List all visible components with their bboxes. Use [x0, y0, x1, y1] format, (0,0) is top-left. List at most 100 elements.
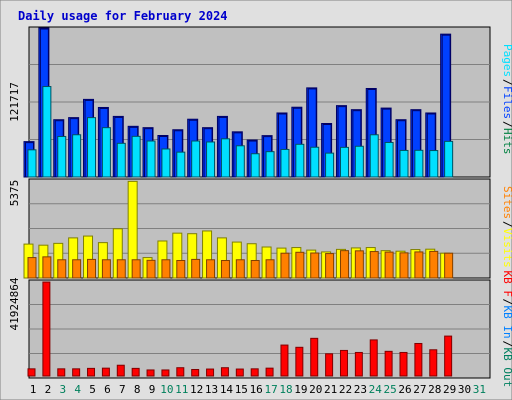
sites-bar: [42, 256, 52, 279]
top-panel-max-label: 121717: [8, 82, 21, 122]
kbytes-bar: [414, 342, 423, 377]
kbytes-bar: [101, 367, 110, 377]
day-label: 30: [458, 383, 471, 396]
sites-bar: [310, 252, 320, 279]
kbytes-bar: [57, 368, 66, 377]
pages-bar: [191, 140, 201, 178]
day-label: 12: [190, 383, 203, 396]
day-label: 19: [294, 383, 307, 396]
legend-sites: Sites: [501, 186, 512, 219]
sites-bar: [265, 259, 275, 279]
pages-bar: [146, 140, 156, 178]
pages-bar: [280, 148, 290, 178]
sites-bar: [72, 259, 82, 279]
kbytes-bar: [161, 369, 170, 377]
kbytes-bar: [325, 353, 334, 377]
sites-bar: [206, 259, 216, 279]
visits-sites-panel: [23, 178, 491, 279]
pages-bar: [87, 117, 97, 178]
top-legend: Pages/Files/Hits: [501, 44, 512, 155]
kbytes-bar: [27, 368, 36, 377]
day-label: 14: [220, 383, 234, 396]
day-label: 16: [250, 383, 263, 396]
sites-bar: [87, 258, 97, 279]
day-axis: 1 2 3 4 5 6 7 8 9 10 11 12 13 14 15 16 17 18 19 20 21 22 23 24 2…: [30, 383, 486, 396]
pages-bar: [369, 134, 379, 178]
sites-bar: [369, 251, 379, 279]
pages-bar: [72, 134, 82, 178]
day-label: 5: [89, 383, 96, 396]
kbytes-bar: [369, 339, 378, 377]
pages-bar: [384, 141, 394, 178]
day-label: 17: [264, 383, 277, 396]
kbytes-bar: [146, 369, 155, 377]
pages-bar: [220, 138, 230, 178]
sites-bar: [295, 251, 305, 279]
pages-bar: [206, 141, 216, 178]
day-label: 25: [383, 383, 396, 396]
legend-separator: /: [501, 79, 512, 86]
kbytes-bar: [354, 351, 363, 377]
kbytes-bar: [310, 337, 319, 377]
kbytes-bar: [339, 349, 348, 377]
day-label: 3: [59, 383, 66, 396]
pages-bar: [27, 149, 37, 178]
day-label: 31: [473, 383, 486, 396]
pages-bar: [325, 152, 335, 178]
day-label: 24: [369, 383, 383, 396]
sites-bar: [444, 252, 454, 279]
pages-bar: [354, 145, 364, 178]
legend-pages: Pages: [501, 44, 512, 77]
legend-hits: Hits: [501, 128, 512, 155]
sites-bar: [399, 252, 409, 279]
kbytes-bar: [42, 281, 51, 377]
day-label: 20: [309, 383, 322, 396]
kbytes-panel: [27, 279, 491, 379]
pages-bar: [295, 143, 305, 178]
sites-bar: [220, 259, 230, 279]
sites-bar: [354, 250, 364, 279]
legend-visits: Visits: [501, 228, 512, 268]
day-label: 4: [74, 383, 81, 396]
sites-bar: [101, 259, 111, 279]
kbytes-bar: [295, 346, 304, 377]
kbytes-bar: [131, 367, 140, 377]
kbytes-bar: [191, 368, 200, 377]
sites-bar: [131, 259, 141, 279]
legend-files: Files: [501, 86, 512, 119]
pages-bar: [116, 142, 126, 178]
pages-bar: [42, 86, 52, 178]
day-label: 15: [235, 383, 248, 396]
kbytes-bar: [384, 350, 393, 377]
kbytes-bar: [399, 351, 408, 377]
sites-bar: [146, 259, 156, 279]
chart-title: Daily usage for February 2024: [18, 9, 228, 23]
kbytes-bar: [429, 349, 438, 377]
kbytes-bar: [87, 367, 96, 377]
pages-bar: [265, 151, 275, 178]
sites-bar: [191, 258, 201, 279]
sites-bar: [235, 259, 245, 279]
sites-bar: [414, 251, 424, 279]
kbytes-bar: [176, 367, 185, 377]
legend-separator: /: [501, 341, 512, 348]
pages-bar: [414, 149, 424, 178]
day-label: 29: [443, 383, 456, 396]
sites-bar: [280, 252, 290, 279]
sites-bar: [116, 259, 126, 279]
kbytes-bar: [220, 367, 229, 377]
sites-bar: [161, 259, 171, 279]
pages-bar: [339, 146, 349, 178]
day-label: 23: [354, 383, 367, 396]
sites-bar: [339, 250, 349, 279]
day-label: 6: [104, 383, 111, 396]
pages-bar: [429, 150, 439, 178]
kbytes-bar: [280, 344, 289, 377]
pages-bar: [250, 153, 260, 178]
pages-bar: [176, 151, 186, 178]
legend-separator: /: [501, 221, 512, 228]
sites-bar: [176, 259, 186, 279]
sites-bar: [325, 253, 335, 279]
pages-bar: [131, 135, 141, 178]
pages-bar: [444, 140, 454, 178]
